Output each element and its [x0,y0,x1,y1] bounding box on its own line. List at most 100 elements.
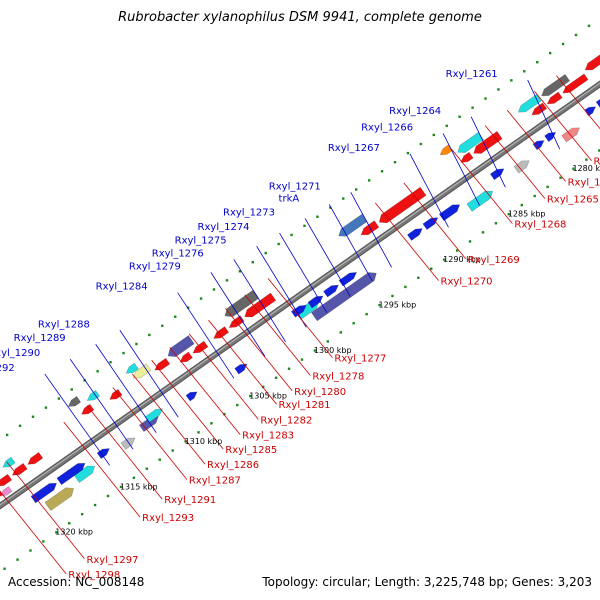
forward-gene [513,160,530,174]
reverse-label-connector [151,359,224,450]
tick-dot [430,267,433,270]
tick-dot [523,70,526,73]
tick-dot [261,385,265,389]
tick-dot [158,458,161,461]
tick-dot [587,24,591,28]
forward-gene-label: Rxyl_1267 [328,143,380,154]
reverse-gene [86,389,101,401]
reverse-gene-label: Rxyl_1278 [312,372,364,383]
tick-dot [417,276,420,280]
tick-dot [533,194,536,198]
tick-dot [572,167,575,170]
kbp-label: 1295 kbp [379,300,417,309]
tick-dot [68,522,71,525]
tick-dot [287,367,291,370]
reverse-gene [439,144,453,156]
reverse-gene [228,315,245,328]
tick-dot [316,215,319,218]
reverse-gene [244,292,277,318]
reverse-label-connector [506,109,566,182]
kbp-label: 1315 kbp [120,482,158,491]
tick-dot [520,203,523,207]
reverse-label-connector [225,308,293,392]
reverse-gene [2,456,16,468]
tick-dot [352,322,355,325]
tick-dot [109,360,112,364]
reverse-gene-label: Rxyl_1269 [468,255,520,266]
tick-dot [212,288,216,291]
tick-dot [393,160,397,164]
reverse-gene-label: Rxyl_1287 [189,475,241,486]
reverse-gene [541,73,571,97]
forward-gene-label: trkA [279,193,300,204]
backbone-highlight [0,82,600,506]
tick-dot [236,403,239,407]
tick-dot [16,558,19,561]
tick-dot [380,170,384,173]
forward-gene [466,190,494,212]
tick-dot [199,297,203,300]
reverse-gene [11,462,28,476]
reverse-label-connector [375,202,439,281]
tick-dot [31,415,35,418]
reverse-gene-label: Rxyl_1293 [142,513,194,524]
kbp-label: 1285 kbp [508,210,546,219]
reverse-gene-label: Rxyl_1286 [207,460,259,471]
reverse-gene-label: Rxyl_1268 [514,220,566,231]
gene-labels-layer: Rxyl_1261 Rxyl_1264 Rxyl_1266 Rxyl_1267 Rxyl… [0,69,600,581]
forward-label-connector [177,292,235,379]
tick-dot [497,88,500,91]
tick-dot [251,260,254,264]
tick-dot [510,79,513,82]
forward-label-connector [210,272,266,357]
forward-gene-label: Rxyl_1273 [223,207,275,218]
kbp-label: 1300 kbp [314,346,352,355]
reverse-gene [378,186,427,224]
tick-dot [419,142,423,146]
tick-dot [174,315,177,318]
forward-gene-label: Rxyl_1288 [38,319,90,330]
reverse-gene [67,395,82,407]
reverse-gene [109,388,123,400]
reverse-label-connector [6,461,85,560]
reverse-label-connector [63,421,141,518]
forward-gene [185,391,198,402]
reverse-label-connector [86,405,163,500]
tick-dot [132,476,136,480]
reverse-gene [584,54,600,71]
tick-dot [44,406,48,409]
reverse-gene [179,351,193,363]
forward-gene-label: Rxyl_1292 [0,363,15,374]
tick-dot [432,133,435,137]
reverse-gene-label: Rxyl_1281 [279,400,331,411]
reverse-label-connector [451,149,513,224]
reverse-gene-label: Rxyl_1285 [225,445,277,456]
reverse-gene-label: Rxyl_1282 [260,415,312,426]
forward-gene-label: Rxyl_1290 [0,348,40,359]
forward-gene [96,448,110,460]
forward-label-connector [350,192,392,268]
forward-gene [56,462,86,486]
tick-dot [406,151,410,155]
forward-gene-label: Rxyl_1261 [446,69,498,80]
forward-gene [438,204,461,222]
reverse-label-connector [534,90,592,161]
tick-dot [148,333,151,337]
tick-dot [574,33,578,37]
forward-label-connector [233,259,286,343]
tick-dot [29,549,32,552]
tick-dot [536,60,539,64]
forward-gene [30,482,58,504]
tick-dot [458,115,461,118]
reverse-gene [132,363,152,379]
tick-dots-layer [3,24,600,570]
tick-dot [546,185,549,189]
tick-dot [3,567,6,570]
map-title: Rubrobacter xylanophilus DSM 9941, compl… [118,10,482,25]
tick-dot [548,51,552,55]
forward-gene-label: Rxyl_1271 [269,181,321,192]
tick-dot [186,306,190,309]
reverse-gene-label: Rxyl_1298 [68,570,120,581]
